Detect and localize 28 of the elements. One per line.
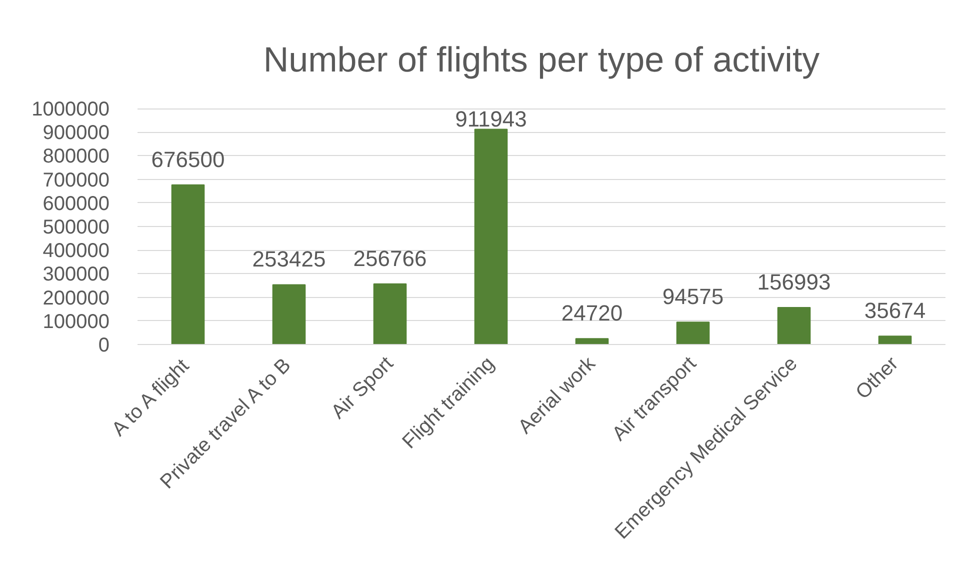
bar <box>474 128 508 344</box>
data-label: 253425 <box>252 246 326 272</box>
y-tick-label: 500000 <box>42 216 110 238</box>
y-tick-label: 200000 <box>42 287 110 310</box>
bar <box>676 322 710 344</box>
y-tick-label: 400000 <box>42 240 110 262</box>
data-label: 911943 <box>455 106 527 132</box>
data-label: 24720 <box>561 300 623 326</box>
y-tick-label: 300000 <box>42 264 110 286</box>
y-tick-label: 1000000 <box>32 98 110 120</box>
y-tick-label: 100000 <box>42 310 110 333</box>
y-tick-label: 900000 <box>42 122 110 144</box>
bar <box>878 336 912 344</box>
bar <box>777 306 811 344</box>
y-tick-label: 0 <box>98 334 110 356</box>
data-label: 256766 <box>353 246 427 271</box>
data-label: 94575 <box>662 284 724 310</box>
data-label: 35674 <box>864 298 926 324</box>
bar <box>373 283 407 344</box>
data-label: 676500 <box>151 146 225 172</box>
y-tick-label: 800000 <box>42 146 110 168</box>
data-label: 156993 <box>757 269 831 294</box>
bar <box>171 184 205 344</box>
bar <box>272 284 306 344</box>
chart-title: Number of flights per type of activity <box>263 40 820 80</box>
y-tick-label: 700000 <box>42 169 110 192</box>
y-tick-label: 600000 <box>42 192 110 215</box>
bar <box>575 338 609 344</box>
